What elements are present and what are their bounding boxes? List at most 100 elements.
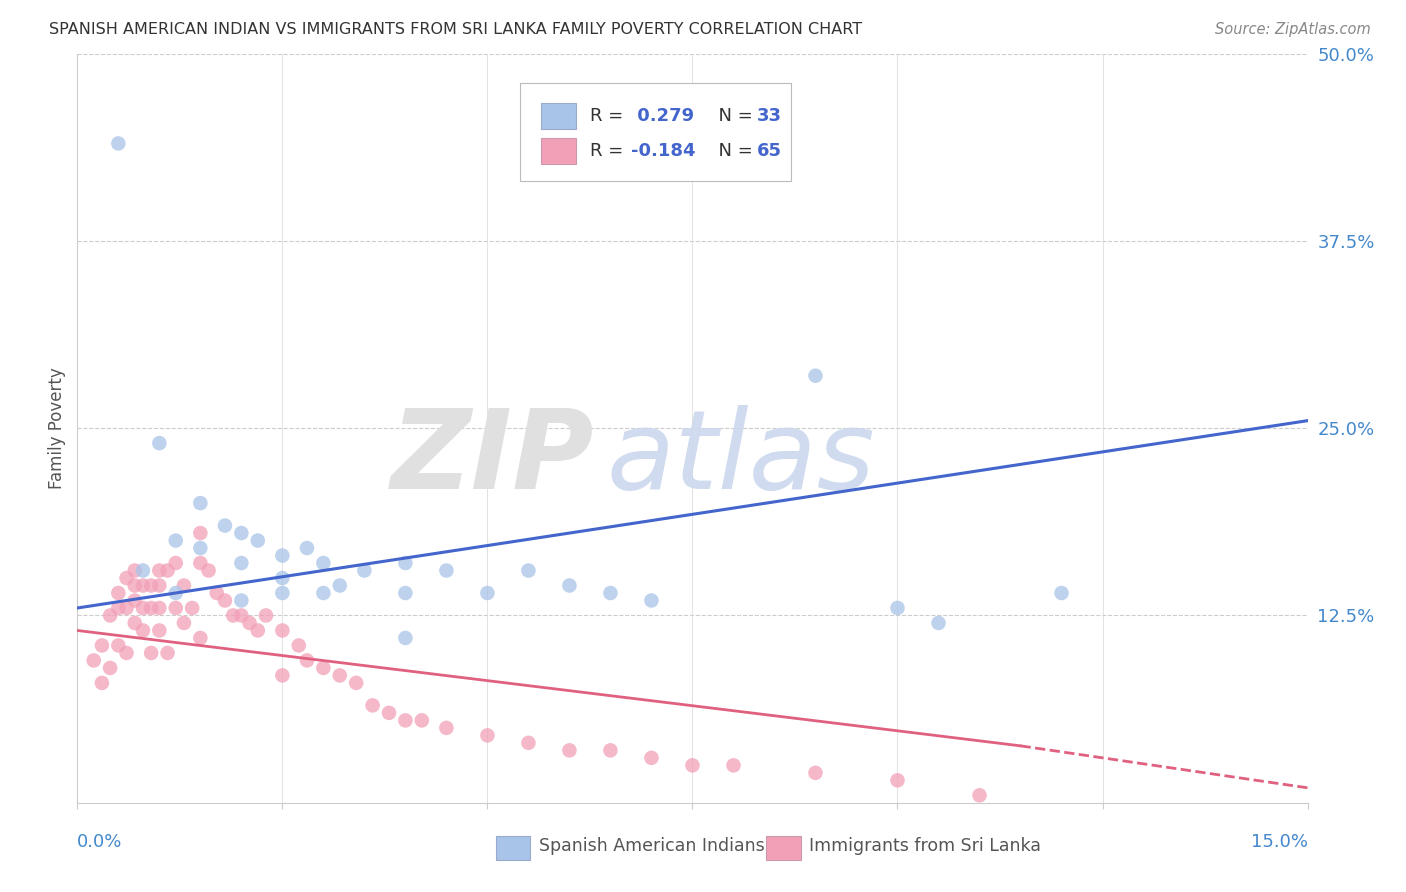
Point xyxy=(378,706,401,720)
Point xyxy=(271,624,294,638)
Point xyxy=(165,601,187,615)
Point xyxy=(344,676,367,690)
Point xyxy=(115,601,138,615)
Point xyxy=(353,564,375,578)
Text: -0.184: -0.184 xyxy=(631,142,696,160)
Point xyxy=(477,586,499,600)
Point xyxy=(394,714,416,728)
Point xyxy=(271,668,294,682)
Point xyxy=(928,615,950,630)
Point xyxy=(141,601,163,615)
Point xyxy=(517,564,540,578)
Point xyxy=(132,564,155,578)
Text: R =: R = xyxy=(591,107,630,125)
Point xyxy=(188,541,212,555)
Point xyxy=(886,601,908,615)
Point xyxy=(148,436,170,450)
Point xyxy=(394,586,416,600)
Point xyxy=(98,608,121,623)
Y-axis label: Family Poverty: Family Poverty xyxy=(48,368,66,489)
Text: N =: N = xyxy=(707,107,759,125)
Point xyxy=(107,601,129,615)
Text: Spanish American Indians: Spanish American Indians xyxy=(538,838,765,855)
Text: 0.0%: 0.0% xyxy=(77,833,122,851)
Point xyxy=(436,721,458,735)
Point xyxy=(246,533,269,548)
Point xyxy=(141,578,163,592)
Point xyxy=(723,758,745,772)
Point xyxy=(148,624,170,638)
Point xyxy=(173,615,195,630)
Text: Source: ZipAtlas.com: Source: ZipAtlas.com xyxy=(1215,22,1371,37)
Point xyxy=(804,368,827,383)
Point xyxy=(156,564,179,578)
Point xyxy=(83,653,105,667)
Point xyxy=(271,571,294,585)
Point xyxy=(246,624,269,638)
Point xyxy=(205,586,228,600)
Point xyxy=(124,564,146,578)
Text: 65: 65 xyxy=(756,142,782,160)
Point xyxy=(1050,586,1073,600)
Point xyxy=(107,639,129,653)
Point xyxy=(148,601,170,615)
Point xyxy=(411,714,433,728)
FancyBboxPatch shape xyxy=(766,836,801,860)
Text: R =: R = xyxy=(591,142,630,160)
Point xyxy=(214,518,236,533)
Point xyxy=(312,556,335,570)
FancyBboxPatch shape xyxy=(541,138,575,164)
Point xyxy=(132,601,155,615)
Point xyxy=(436,564,458,578)
Point xyxy=(640,593,662,607)
Point xyxy=(477,728,499,742)
Point xyxy=(599,586,621,600)
Text: N =: N = xyxy=(707,142,759,160)
Text: Immigrants from Sri Lanka: Immigrants from Sri Lanka xyxy=(810,838,1042,855)
Point xyxy=(969,789,991,803)
Point xyxy=(886,773,908,788)
Point xyxy=(231,526,253,541)
Point xyxy=(271,586,294,600)
Point xyxy=(361,698,384,713)
Point xyxy=(132,624,155,638)
Point xyxy=(288,639,311,653)
Point xyxy=(329,578,352,592)
Point xyxy=(231,556,253,570)
Point xyxy=(124,578,146,592)
Point xyxy=(295,541,318,555)
Point xyxy=(197,564,219,578)
Point xyxy=(181,601,204,615)
Point xyxy=(222,608,245,623)
Point xyxy=(295,653,318,667)
Text: 0.279: 0.279 xyxy=(631,107,695,125)
Point xyxy=(173,578,195,592)
FancyBboxPatch shape xyxy=(520,84,792,181)
Point xyxy=(107,136,129,151)
Point xyxy=(214,593,236,607)
Point xyxy=(239,615,262,630)
Point xyxy=(254,608,277,623)
Point xyxy=(329,668,352,682)
FancyBboxPatch shape xyxy=(496,836,530,860)
Point xyxy=(394,631,416,645)
Point xyxy=(148,578,170,592)
Point xyxy=(156,646,179,660)
Point xyxy=(188,496,212,510)
Point xyxy=(188,556,212,570)
Point xyxy=(188,526,212,541)
Point xyxy=(124,615,146,630)
Point xyxy=(394,556,416,570)
Point xyxy=(682,758,704,772)
Point xyxy=(141,646,163,660)
Point xyxy=(90,676,114,690)
Point xyxy=(558,743,581,757)
Point xyxy=(271,549,294,563)
Point xyxy=(165,556,187,570)
Point xyxy=(165,533,187,548)
Point xyxy=(804,765,827,780)
Point xyxy=(312,661,335,675)
Point xyxy=(231,593,253,607)
Point xyxy=(98,661,121,675)
Point xyxy=(312,586,335,600)
